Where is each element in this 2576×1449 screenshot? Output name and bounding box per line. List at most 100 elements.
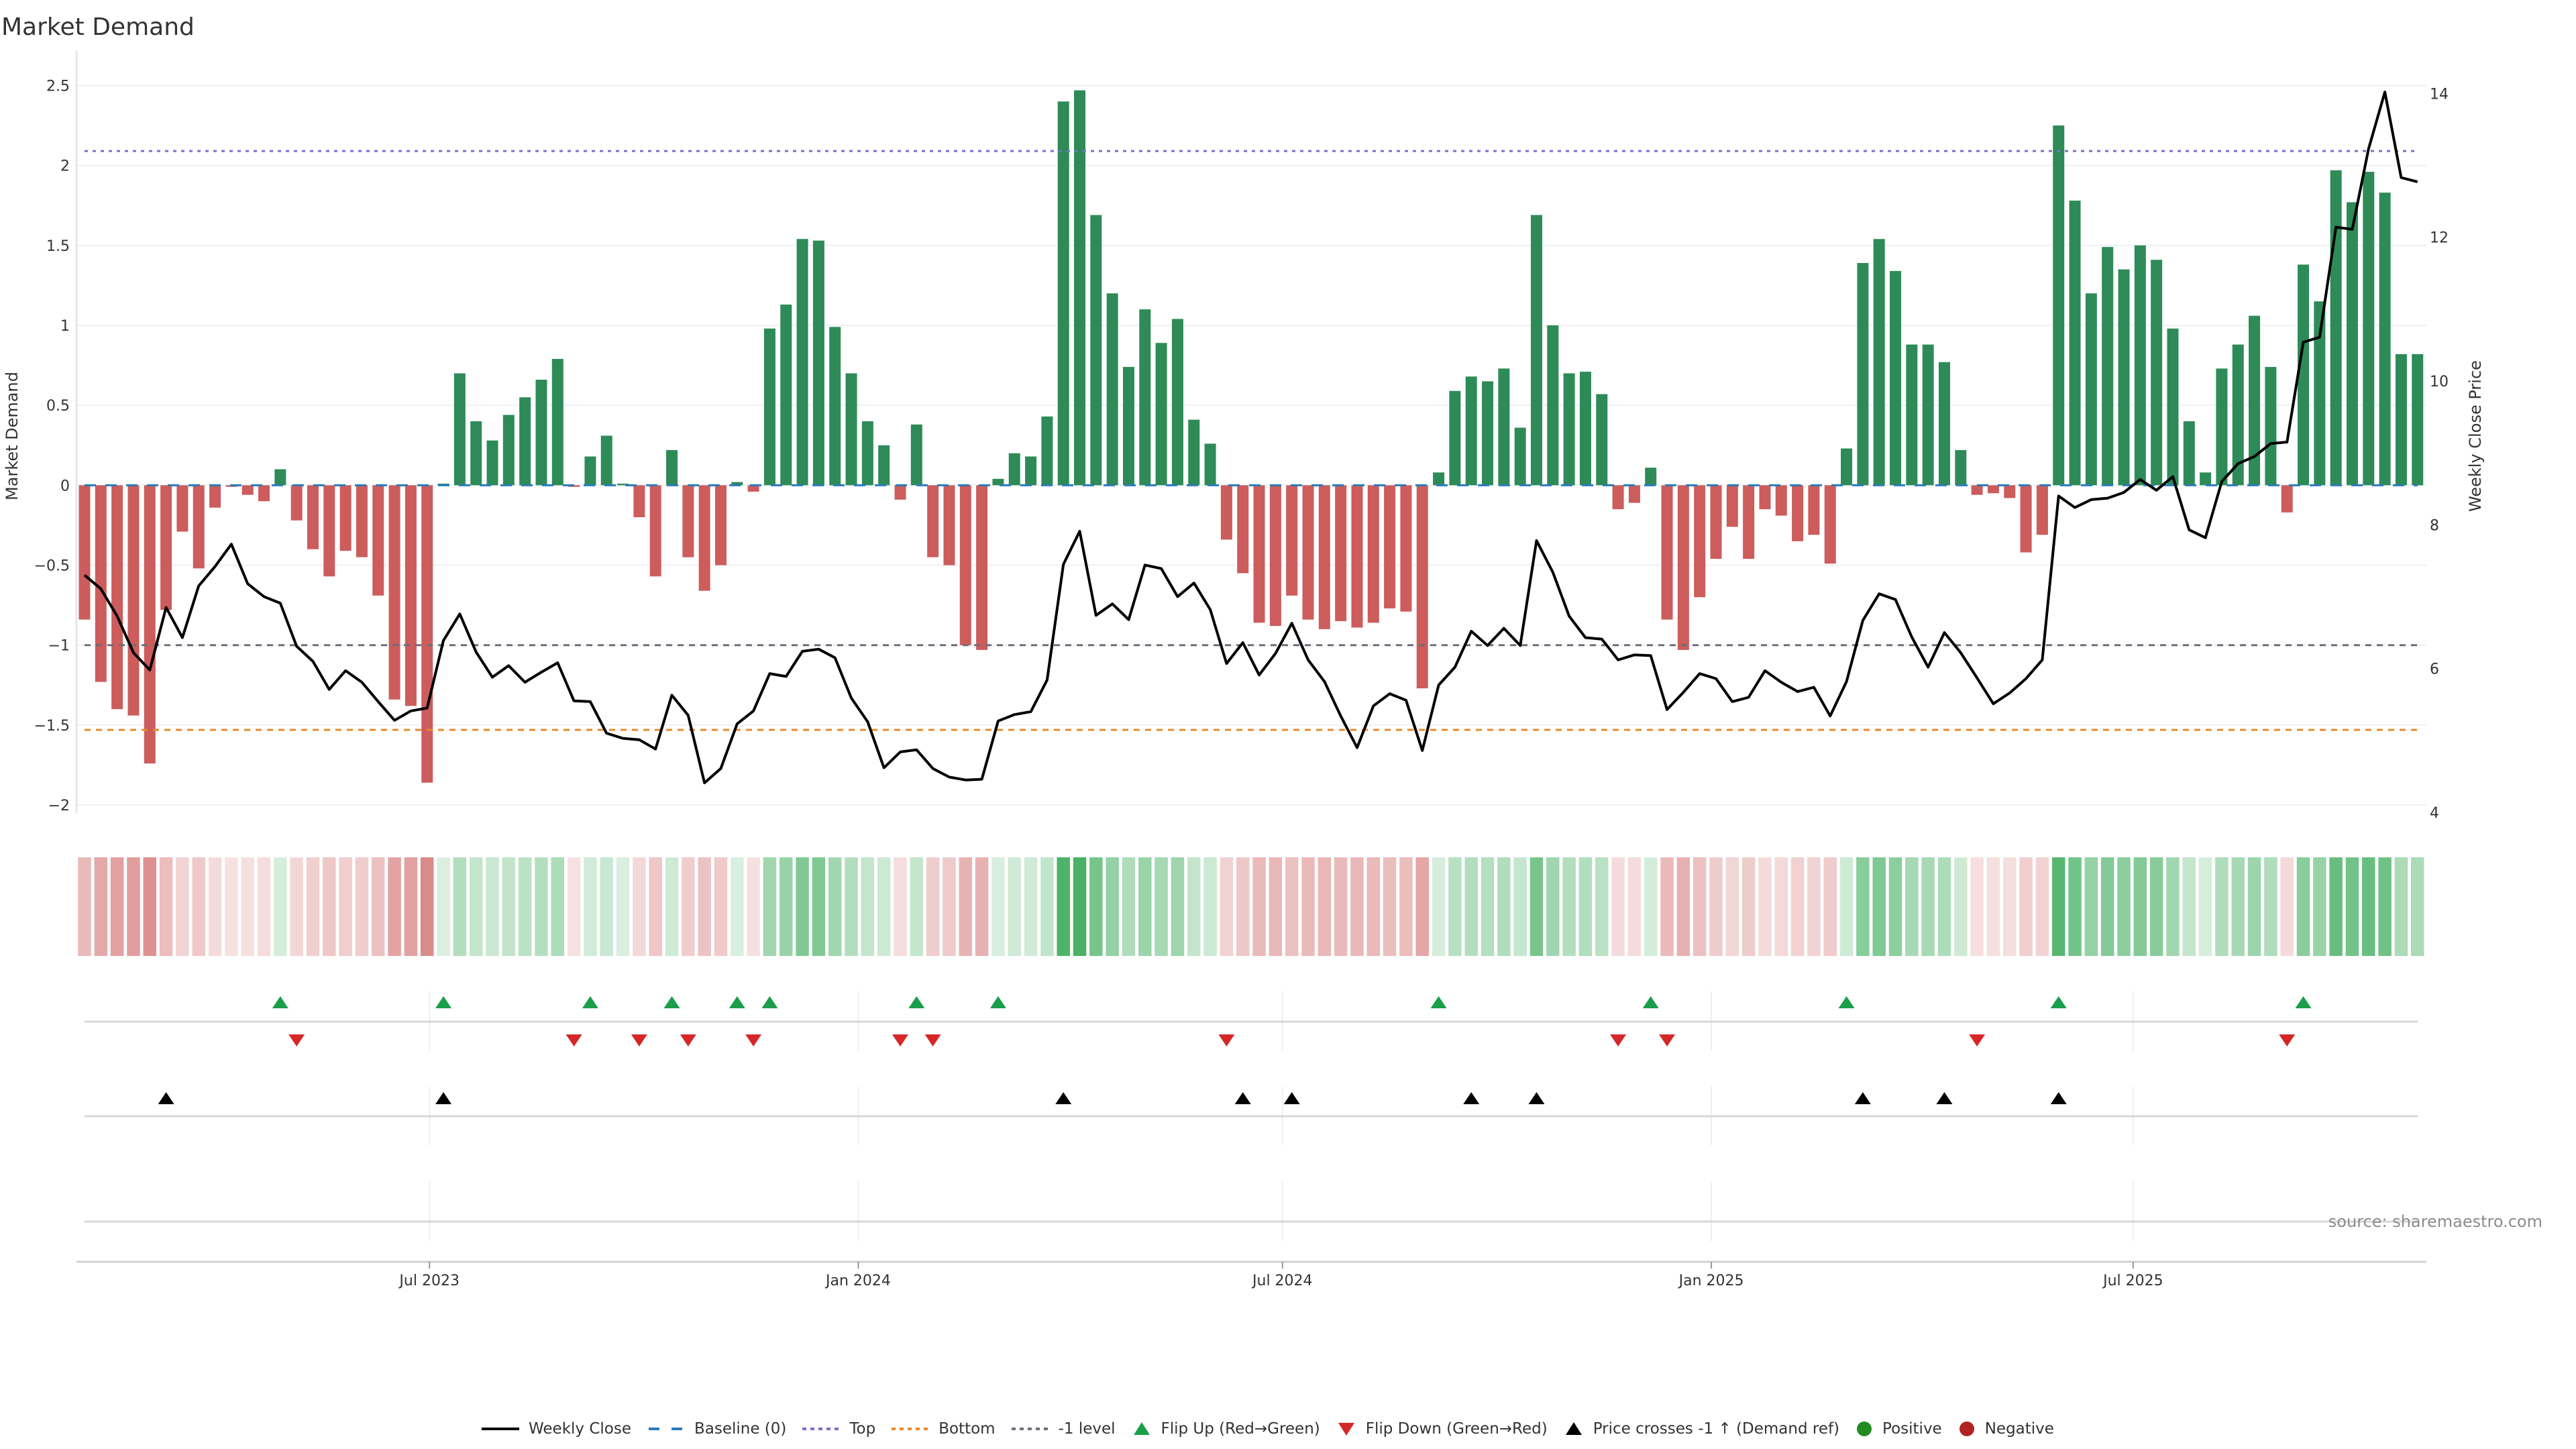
positive-demand-bar [2379,193,2391,486]
negative-demand-bar [388,485,400,700]
circle-icon [1959,1421,1974,1436]
heat-cell-negative [1236,857,1250,956]
legend-item-top[interactable]: Top [802,1420,875,1438]
flip-up-marker [1430,996,1447,1008]
heat-cell-positive [1937,857,1951,956]
positive-demand-bar [2085,293,2097,486]
heat-cell-positive [2313,857,2326,956]
y2-tick-label: 10 [2430,374,2449,390]
y-tick-label: −0.5 [34,558,70,575]
legend-item-flip-down[interactable]: Flip Down (Green→Red) [1336,1420,1548,1438]
negative-demand-bar [1824,485,1836,564]
positive-demand-bar [2118,269,2130,486]
negative-demand-bar [1710,485,1722,559]
negative-demand-bar [241,485,254,495]
negative-demand-bar [258,485,270,502]
legend-item-minus-one-level[interactable]: -1 level [1011,1420,1116,1438]
heat-cell-positive [2362,857,2375,956]
legend-item-price-cross[interactable]: Price crosses -1 ↑ (Demand ref) [1564,1420,1839,1438]
positive-demand-bar [2134,245,2146,486]
heat-cell-positive [453,857,467,956]
positive-demand-bar [1025,456,1037,486]
triangle-up-icon [1565,1422,1582,1435]
negative-demand-bar [1694,485,1706,598]
heat-cell-positive [600,857,613,956]
negative-demand-bar [1677,485,1689,650]
heat-cell-negative [127,857,140,956]
legend-item-weekly-close[interactable]: Weekly Close [482,1420,631,1438]
positive-demand-bar [1090,215,1102,486]
positive-demand-bar [1579,372,1591,486]
heat-cell-positive [1546,857,1560,956]
positive-demand-bar [2053,125,2065,486]
flip-down-marker [631,1034,647,1046]
legend-item-negative[interactable]: Negative [1958,1420,2054,1438]
legend-item-bottom[interactable]: Bottom [892,1420,996,1438]
heat-cell-negative [1611,857,1625,956]
positive-demand-bar [502,415,515,486]
heat-cell-negative [404,857,418,956]
heat-cell-positive [2068,857,2082,956]
negative-demand-bar [1302,485,1314,620]
positive-demand-bar [2102,247,2114,486]
legend-label: Weekly Close [529,1420,631,1438]
positive-demand-bar [1074,90,1086,486]
heat-cell-negative [2019,857,2033,956]
legend-item-positive[interactable]: Positive [1856,1420,1942,1438]
heat-cell-negative [1269,857,1283,956]
legend-label: Flip Up (Red→Green) [1161,1420,1320,1438]
positive-demand-bar [2265,366,2277,486]
heat-cell-negative [1986,857,2000,956]
positive-demand-bar [1139,309,1151,486]
legend-item-flip-up[interactable]: Flip Up (Red→Green) [1132,1420,1320,1438]
positive-demand-bar [2330,170,2342,486]
heat-cell-positive [1513,857,1527,956]
price-cross-marker [1528,1092,1545,1104]
negative-demand-bar [1220,485,1232,540]
positive-demand-bar [1645,468,1657,486]
heat-cell-positive [1562,857,1576,956]
negative-demand-bar [95,485,107,682]
legend: Weekly Close Baseline (0) Top Bottom -1 … [482,1415,2070,1442]
flip-down-marker [924,1034,941,1046]
negative-demand-bar [2004,485,2016,498]
legend-item-baseline[interactable]: Baseline (0) [647,1420,786,1438]
heat-cell-negative [110,857,124,956]
negative-demand-bar [1286,485,1298,596]
negative-demand-bar [1367,485,1379,623]
negative-demand-bar [698,485,710,591]
positive-demand-bar [992,478,1004,486]
heat-cell-negative [2280,857,2294,956]
heat-cell-positive [2345,857,2359,956]
positive-demand-bar [600,435,612,486]
weekly-close-line [83,91,2418,784]
heat-cell-positive [1187,857,1201,956]
legend-label: Price crosses -1 ↑ (Demand ref) [1593,1420,1840,1438]
price-cross-marker [1055,1092,1072,1104]
positive-demand-bar [1873,239,1885,486]
positive-demand-bar [1922,344,1934,486]
flip-down-marker [1659,1034,1676,1046]
heat-cell-positive [1529,857,1544,956]
heat-cell-positive [469,857,483,956]
positive-demand-bar [910,424,922,486]
negative-demand-bar [2020,485,2032,553]
positive-demand-bar [274,469,286,486]
heat-cell-positive [665,857,679,956]
heat-cell-negative [339,857,352,956]
price-cross-marker [1283,1092,1300,1104]
heat-cell-positive [1644,857,1658,956]
dotted-line-icon [892,1428,930,1430]
heat-cell-negative [943,857,956,956]
heat-cell-positive [584,857,597,956]
heat-cell-negative [1660,857,1674,956]
heat-cell-positive [1497,857,1511,956]
positive-demand-bar [551,359,564,486]
heat-cell-negative [78,857,91,956]
positive-demand-bar [519,397,531,486]
heat-cell-positive [845,857,858,956]
legend-label: Negative [1984,1420,2054,1438]
negative-demand-bar [747,485,759,492]
heat-cell-negative [1970,857,1984,956]
y2-tick-label: 14 [2430,86,2449,103]
